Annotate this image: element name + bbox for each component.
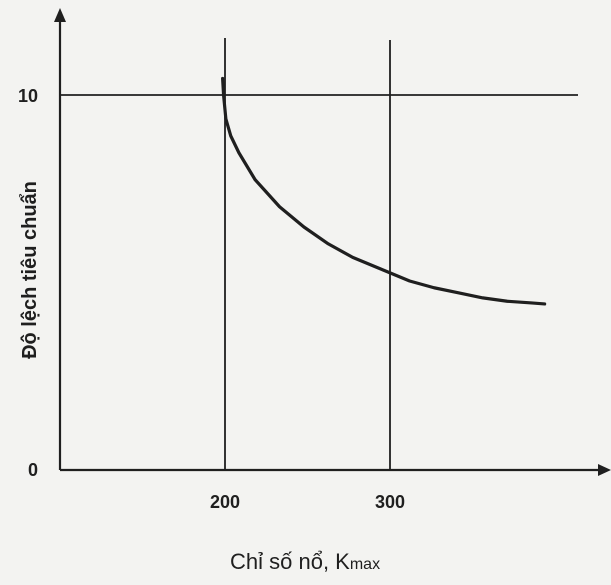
- y-tick-label-0: 0: [28, 460, 38, 480]
- x-axis-label-subscript: max: [350, 556, 380, 573]
- x-axis-label: Chỉ số nổ, Kmax: [230, 549, 380, 574]
- y-axis-arrow-icon: [54, 8, 66, 22]
- x-tick-label-200: 200: [210, 492, 240, 512]
- x-axis-label-main: Chỉ số nổ, K: [230, 549, 350, 574]
- series-line: [221, 76, 547, 306]
- y-tick-label-10: 10: [18, 86, 38, 106]
- x-axis-arrow-icon: [598, 464, 611, 476]
- y-axis-label: Độ lệch tiêu chuẩn: [19, 181, 41, 359]
- x-tick-label-300: 300: [375, 492, 405, 512]
